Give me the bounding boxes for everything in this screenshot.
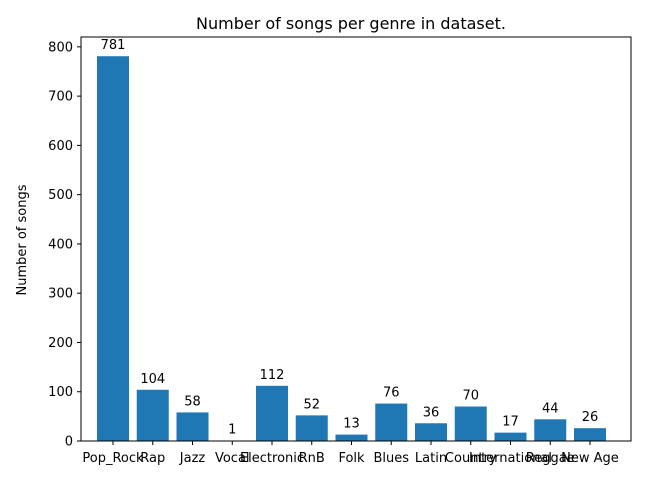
bar-value-label: 1	[228, 423, 236, 438]
y-tick-label: 100	[48, 385, 73, 400]
x-tick-label: Jazz	[179, 451, 206, 466]
bar-value-label: 112	[260, 368, 285, 383]
x-tick-label: Electronic	[240, 451, 304, 466]
bar-value-label: 70	[462, 389, 479, 404]
data-labels-group: 781 104 58 1 112 52 13 76 36 70 17 44 26	[101, 38, 599, 437]
y-tick-label: 200	[48, 336, 73, 351]
bar-country	[454, 406, 487, 441]
bar-value-label: 17	[502, 415, 519, 430]
bar-electronic	[256, 385, 288, 441]
x-tick-label: International	[469, 451, 552, 466]
y-tick-label: 0	[65, 435, 73, 450]
y-tick-label: 300	[48, 287, 73, 302]
y-tick-label: 700	[48, 90, 73, 105]
x-tick-label: Vocal	[215, 451, 250, 466]
bar-rap	[136, 389, 169, 441]
bar-reggae	[534, 419, 567, 441]
y-axis-ticks: 0 100 200 300 400 500 600 700 800	[48, 40, 81, 450]
y-tick-label: 400	[48, 237, 73, 252]
bar-value-label: 58	[184, 394, 201, 409]
bar-value-label: 104	[140, 372, 165, 387]
chart-title: Number of songs per genre in dataset.	[196, 14, 506, 33]
bar-value-label: 36	[423, 405, 440, 420]
bar-value-label: 26	[582, 410, 599, 425]
plot-frame	[80, 36, 632, 442]
x-tick-label: RnB	[299, 451, 325, 466]
bar-latin	[415, 423, 447, 441]
bar-value-label: 781	[101, 38, 126, 53]
y-axis-label: Number of songs	[15, 184, 30, 295]
x-tick-label: Blues	[373, 451, 409, 466]
y-tick-label: 800	[48, 40, 73, 55]
x-tick-label: New Age	[561, 451, 619, 466]
x-tick-label: Rap	[140, 451, 165, 466]
bar-rnb	[295, 415, 328, 441]
y-tick-label: 600	[48, 139, 73, 154]
bar-value-label: 76	[383, 386, 400, 401]
bar-value-label: 52	[303, 397, 320, 412]
x-tick-label: Latin	[415, 451, 447, 466]
bar-pop-rock	[97, 56, 129, 442]
x-tick-label: Country	[445, 451, 497, 466]
x-tick-label: Pop_Rock	[82, 451, 144, 466]
bar-blues	[375, 403, 408, 441]
bar-jazz	[176, 412, 209, 441]
x-tick-label: Reggae	[526, 451, 575, 466]
bar-new-age	[574, 428, 606, 441]
bar-folk	[335, 434, 368, 441]
bar-value-label: 13	[343, 417, 360, 432]
y-tick-label: 500	[48, 188, 73, 203]
bar-value-label: 44	[542, 401, 559, 416]
x-tick-label: Folk	[338, 451, 365, 466]
bars-group	[97, 56, 606, 442]
bar-international	[494, 432, 527, 441]
